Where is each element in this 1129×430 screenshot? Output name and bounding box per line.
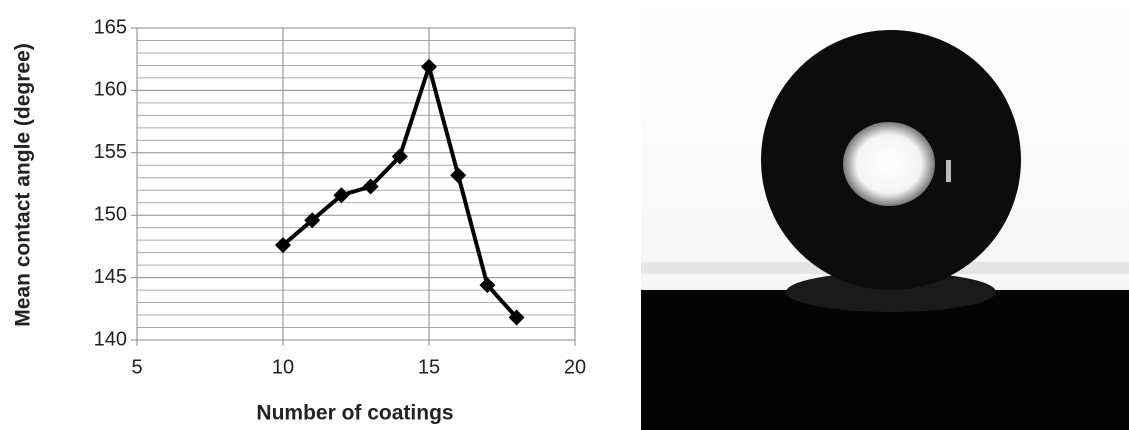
x-tick-label: 5: [131, 356, 142, 378]
data-marker: [275, 237, 291, 254]
y-tick-label: 160: [94, 79, 127, 101]
droplet-photo: [641, 0, 1129, 430]
y-tick-label: 145: [94, 266, 127, 288]
plot-frame: [136, 27, 576, 341]
y-axis-title: Mean contact angle (degree): [12, 43, 35, 327]
x-axis-title: Number of coatings: [256, 402, 453, 425]
data-marker: [362, 178, 379, 195]
reflection: [786, 272, 996, 312]
data-marker: [479, 277, 496, 294]
data-marker: [421, 58, 437, 75]
x-tick-label: 15: [418, 356, 440, 378]
data-marker: [333, 187, 350, 204]
y-tick-label: 165: [94, 16, 127, 38]
highlight-spot: [946, 160, 951, 182]
droplet-highlight: [843, 122, 935, 206]
y-tick-label: 150: [94, 203, 127, 225]
data-marker: [508, 309, 525, 326]
x-tick-label: 10: [272, 356, 294, 378]
data-marker: [304, 212, 321, 229]
y-tick-label: 140: [94, 328, 127, 350]
data-marker: [391, 148, 408, 165]
y-tick-label: 155: [94, 141, 127, 163]
data-marker: [450, 167, 467, 184]
x-tick-label: 20: [564, 356, 586, 378]
substrate: [641, 290, 1129, 430]
data-line: [281, 64, 519, 319]
